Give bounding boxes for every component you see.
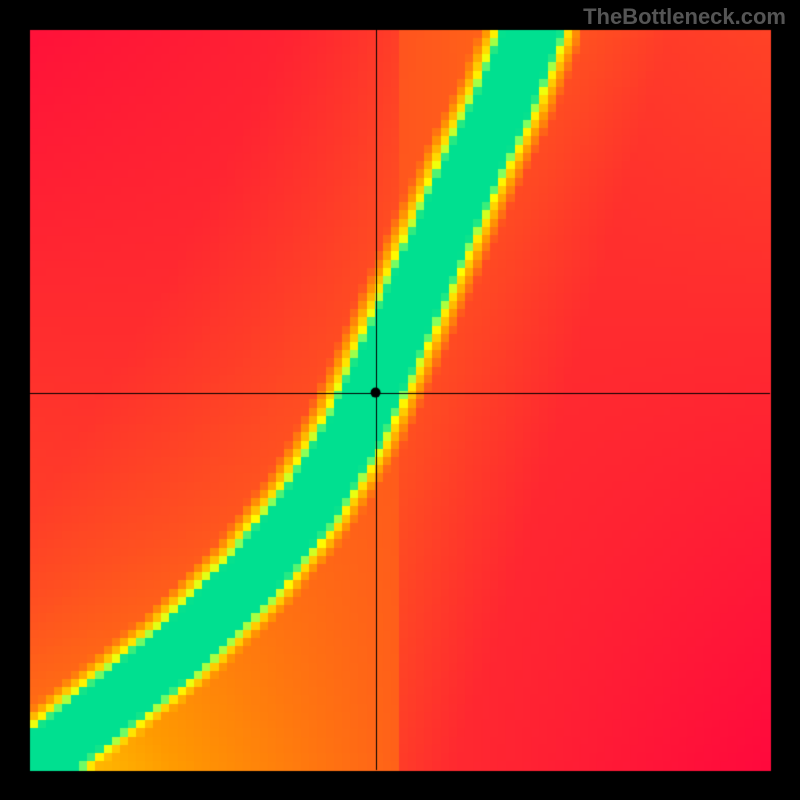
heatmap-canvas (0, 0, 800, 800)
chart-root: TheBottleneck.com (0, 0, 800, 800)
watermark-text: TheBottleneck.com (583, 4, 786, 30)
